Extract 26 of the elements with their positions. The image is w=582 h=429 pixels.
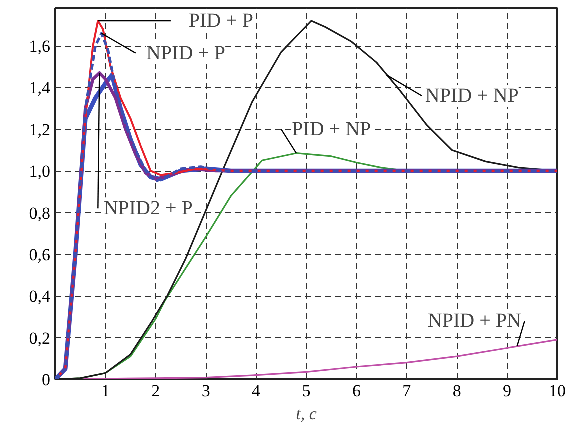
x-tick-label: 2	[152, 382, 160, 400]
x-tick-label: 9	[503, 382, 512, 400]
x-tick-label: 8	[452, 382, 462, 400]
y-tick-label: 0,6	[29, 245, 50, 264]
x-axis-title: t, с	[296, 404, 318, 424]
y-tick-label: 0,2	[29, 328, 50, 348]
y-tick-label: 0,4	[29, 287, 51, 306]
annotation: NPID + PN	[428, 310, 522, 332]
annotation: NPID2 + P	[104, 198, 193, 220]
y-tick-label: 1,6	[29, 37, 50, 56]
x-tick-label: 6	[352, 382, 361, 400]
annotation: PID + NP	[292, 118, 372, 140]
x-tick-label: 7	[402, 382, 412, 400]
annotation: NPID + P	[146, 42, 226, 64]
y-tick-label: 1,2	[29, 120, 50, 140]
x-tick-label: 4	[252, 382, 262, 400]
y-tick-label: 1,0	[29, 162, 50, 182]
y-tick-label: 0	[42, 370, 50, 390]
x-tick-label: 5	[302, 382, 311, 400]
x-tick-label: 10	[549, 382, 566, 400]
x-tick-label: 1	[101, 382, 110, 400]
annotation: NPID + NP	[425, 85, 519, 108]
y-tick-label: 1,4	[29, 78, 51, 98]
annotation: PID + P	[188, 10, 254, 32]
y-tick-label: 0,8	[29, 204, 50, 223]
x-tick-label: 3	[202, 382, 210, 400]
